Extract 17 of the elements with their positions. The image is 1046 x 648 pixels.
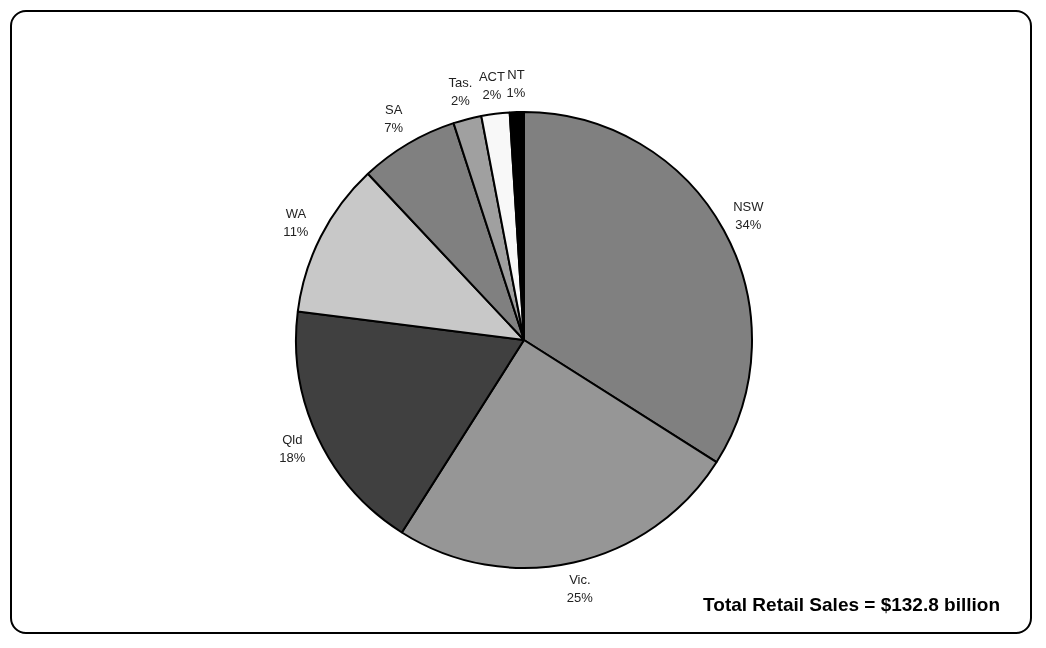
data-label: 2% — [450, 92, 471, 108]
slice-label: SA — [385, 102, 403, 118]
slice-label: Tas. — [448, 74, 473, 90]
data-label: 7% — [384, 120, 404, 136]
slice-label: Vic. — [569, 572, 591, 588]
slice-label: Qld — [282, 431, 303, 447]
slice-label: NSW — [733, 199, 765, 215]
data-label: 1% — [506, 84, 526, 100]
data-label: 11% — [283, 224, 309, 240]
data-label: 18% — [279, 449, 306, 465]
slice-label: WA — [285, 206, 307, 222]
slice-label: NT — [507, 66, 525, 82]
data-label: 25% — [566, 590, 594, 606]
slice-label: ACT — [478, 68, 505, 84]
data-label: 2% — [482, 86, 502, 102]
data-label: 34% — [735, 217, 762, 233]
text: Total Retail Sales = $132.8 billion — [703, 594, 1000, 615]
